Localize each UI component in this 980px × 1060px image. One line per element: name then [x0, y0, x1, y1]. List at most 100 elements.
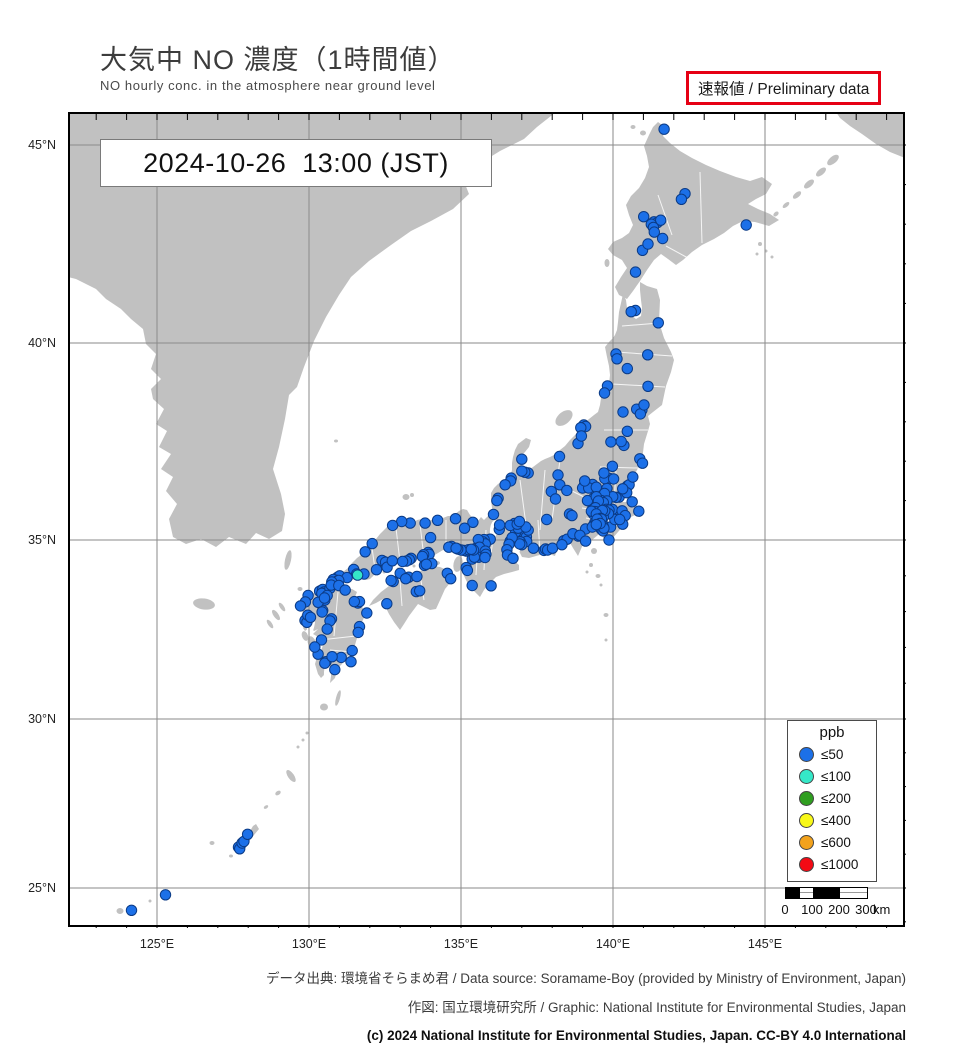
prefecture-border-line [333, 591, 339, 637]
station-dot [652, 317, 664, 329]
legend-title: ppb [819, 724, 845, 741]
page-subtitle: NO hourly conc. in the atmosphere near g… [100, 78, 436, 93]
station-dot [607, 473, 620, 485]
longitude-label: 140°E [595, 937, 631, 951]
station-dot [420, 558, 432, 570]
station-dot [629, 266, 642, 278]
island [782, 202, 790, 208]
station-dot [556, 539, 568, 551]
station-dot [598, 387, 611, 399]
station-dot [241, 828, 254, 840]
scale-bar-segment [786, 888, 800, 898]
station-dot [159, 889, 172, 901]
island [603, 613, 609, 617]
map-frame [68, 112, 905, 927]
island [284, 550, 292, 570]
island [286, 770, 296, 782]
island [278, 602, 286, 612]
station-dot [516, 453, 528, 465]
footer-graphic-credit: 作図: 国立環境研究所 / Graphic: National Institut… [407, 1000, 906, 1015]
island [773, 211, 779, 217]
station-dot [579, 475, 591, 487]
island [589, 563, 593, 567]
legend-item-label: ≤200 [821, 790, 851, 806]
station-dot [491, 494, 503, 507]
legend-color-dot [799, 790, 814, 806]
landmasses [68, 112, 905, 914]
scale-bar-tick-label: 100 [801, 902, 823, 917]
legend-item-label: ≤100 [821, 768, 851, 784]
station-dot [541, 513, 553, 526]
station-dot [348, 595, 360, 608]
station-dot [386, 555, 398, 567]
legend-item: ≤400 [788, 809, 876, 831]
island [555, 410, 573, 426]
island [591, 548, 597, 554]
station-dot [315, 634, 328, 646]
scale-bar-graphic [785, 887, 868, 899]
station-dot [633, 505, 645, 517]
legend-item: ≤600 [788, 831, 876, 853]
station-dot [553, 450, 566, 463]
station-dot [638, 211, 650, 223]
station-dot [513, 515, 526, 528]
legend-item-label: ≤400 [821, 812, 851, 828]
latitude-label: 45°N [28, 138, 56, 152]
footer-copyright: (c) 2024 National Institute for Environm… [366, 1028, 906, 1043]
station-dot [487, 508, 500, 521]
japan-no-map [68, 112, 906, 928]
island [599, 583, 603, 587]
legend-color-dot [799, 768, 814, 784]
station-dot [419, 517, 431, 529]
station-dot [621, 362, 633, 375]
station-dot [318, 592, 331, 604]
prefecture-border-line [665, 245, 689, 259]
station-dot [361, 607, 373, 619]
island [640, 130, 646, 136]
station-dot [386, 519, 399, 532]
station-dot [400, 573, 412, 585]
island [804, 179, 814, 189]
latitude-label: 40°N [28, 336, 56, 350]
station-dot [499, 479, 511, 491]
island [604, 638, 608, 642]
station-dot [566, 509, 578, 522]
station-dot [479, 551, 491, 564]
island [370, 573, 374, 577]
station-dot [366, 537, 378, 550]
prefecture-border-line [539, 469, 546, 531]
station-dot [603, 534, 615, 546]
island [453, 556, 463, 572]
station-dot [346, 644, 358, 657]
station-dot [561, 484, 573, 497]
preliminary-data-badge: 速報値 / Preliminary data [686, 71, 882, 105]
station-dot [598, 467, 610, 479]
legend-color-dot [799, 812, 814, 828]
legend-item-label: ≤600 [821, 834, 851, 850]
scale-bar-unit: km [873, 902, 891, 917]
station-dot [329, 663, 341, 676]
station-dot [450, 542, 462, 554]
station-dot [326, 651, 338, 663]
station-dot [125, 904, 138, 916]
timestamp-box: 2024-10-26 13:00 (JST) [100, 139, 492, 187]
station-dot [304, 611, 317, 623]
island [296, 745, 300, 749]
legend-item-label: ≤50 [821, 746, 844, 762]
station-dot [549, 493, 562, 505]
island [305, 731, 309, 735]
latitude-label: 35°N [28, 533, 56, 547]
prefecture-border-line [699, 171, 703, 244]
station-dot [552, 469, 564, 481]
station-dot [740, 219, 752, 231]
island [765, 219, 771, 223]
station-dot [655, 214, 667, 226]
legend: ppb ≤50 ≤100 ≤200 ≤400 ≤600 ≤1000 [787, 720, 877, 882]
island [758, 242, 762, 246]
station-dot [527, 542, 540, 554]
station-dot [579, 535, 592, 547]
island [297, 587, 303, 591]
scale-bar-tick-label: 300 [855, 902, 877, 917]
station-dot [411, 570, 423, 583]
